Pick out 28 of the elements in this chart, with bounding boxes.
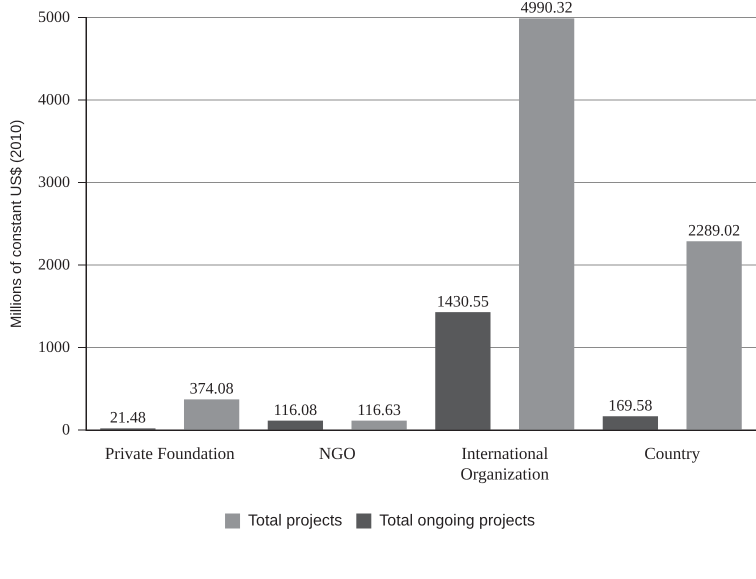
data-label: 21.48	[110, 410, 146, 427]
x-tick-label: International Organization	[460, 444, 550, 484]
data-label: 4990.32	[520, 0, 573, 17]
bar	[435, 312, 491, 430]
bar	[351, 420, 407, 430]
y-tick-label: 1000	[38, 338, 70, 356]
legend-label: Total projects	[248, 512, 342, 530]
y-tick-label: 2000	[38, 256, 70, 274]
data-label: 2289.02	[688, 222, 740, 240]
data-label: 169.58	[608, 397, 652, 414]
y-tick-label: 5000	[38, 8, 70, 26]
bar	[184, 399, 240, 430]
y-tick-label: 3000	[38, 174, 70, 191]
bar	[686, 241, 742, 430]
bar	[518, 18, 574, 430]
data-label: 1430.55	[436, 293, 489, 310]
bar	[602, 416, 658, 430]
data-label: 116.08	[274, 402, 318, 419]
y-tick-label: 4000	[38, 91, 70, 108]
bar	[268, 420, 324, 430]
y-axis-title: Millions of constant US$ (2010)	[8, 120, 26, 328]
y-tick-label: 0	[62, 421, 70, 438]
x-tick-label: Country	[644, 444, 701, 463]
x-tick-label: NGO	[318, 444, 356, 463]
data-label: 116.63	[357, 402, 401, 419]
data-label: 374.08	[190, 380, 234, 398]
legend-label: Total ongoing projects	[379, 512, 535, 530]
x-tick-label: Private Foundation	[104, 444, 236, 463]
